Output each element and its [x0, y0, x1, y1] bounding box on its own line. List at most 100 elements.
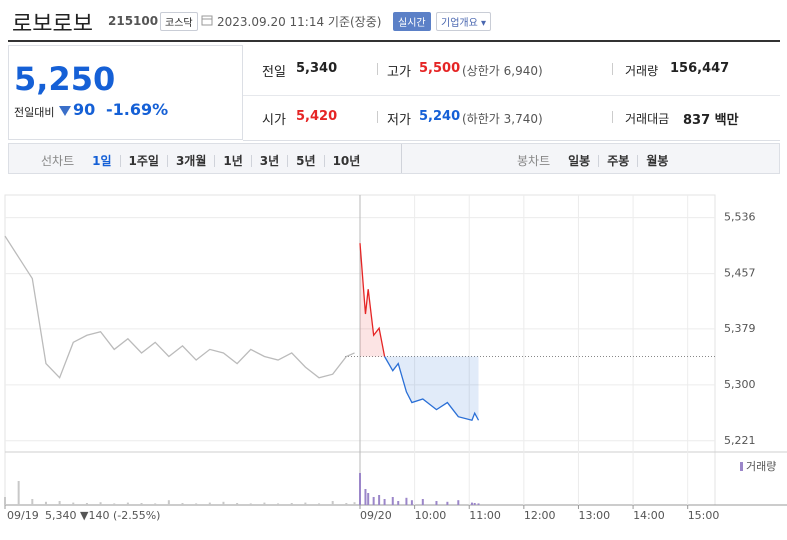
volume-bar	[72, 502, 75, 505]
volume-bar	[345, 503, 348, 505]
volume-bar	[154, 503, 157, 505]
divider	[612, 63, 613, 75]
candle-tabs: 봉차트 일봉 주봉 월봉	[517, 152, 676, 169]
y-tick-label: 5,457	[724, 267, 756, 280]
volume-bar	[44, 501, 47, 505]
change-percent: -1.69%	[106, 100, 169, 119]
field-label: 저가	[387, 113, 411, 128]
divider	[612, 111, 613, 123]
volume-bar	[421, 499, 424, 505]
y-tick-label: 5,379	[724, 322, 756, 335]
volume-bar	[167, 500, 170, 505]
tab[interactable]: 1년	[214, 155, 250, 167]
tab[interactable]: 1주일	[119, 155, 167, 167]
tab[interactable]: 월봉	[637, 155, 676, 167]
volume-bar	[391, 497, 394, 505]
x-tick-label: 09/19	[7, 509, 39, 522]
x-tick-label: 09/20	[360, 509, 392, 522]
tab[interactable]: 일봉	[568, 154, 591, 168]
volume-bar	[331, 501, 334, 505]
volume-bar	[195, 503, 198, 505]
volume-legend-swatch	[740, 462, 743, 471]
change-amount: 90	[73, 100, 96, 119]
field-label: 고가	[387, 65, 411, 80]
volume-bar	[473, 503, 476, 505]
field-label: 거래대금	[625, 112, 670, 126]
hover-info: 5,340 ▼140 (-2.55%)	[45, 509, 160, 522]
x-tick-label: 13:00	[578, 509, 610, 522]
tab[interactable]: 3개월	[166, 155, 214, 167]
volume-bar	[359, 473, 361, 505]
volume-bar	[31, 499, 34, 505]
change-label: 전일대비	[14, 106, 55, 119]
field-value: 156,447	[670, 61, 730, 76]
volume-bar	[304, 502, 307, 505]
field-label: 거래량	[625, 64, 659, 78]
volume-bar	[4, 497, 6, 505]
volume-legend: 거래량	[746, 460, 776, 473]
volume-bar	[99, 502, 102, 505]
price-line-up	[359, 243, 386, 357]
volume-bar	[113, 503, 116, 505]
volume-bar	[236, 503, 239, 505]
area-up	[360, 243, 479, 357]
market-badge: 코스닥	[160, 12, 198, 31]
field-value: 5,240	[419, 109, 461, 124]
field-value: 5,500	[419, 61, 461, 76]
x-tick-label: 12:00	[524, 509, 556, 522]
volume-bar	[85, 503, 88, 505]
company-button-label: 기업개요	[441, 18, 478, 29]
stock-code: 215100	[108, 14, 159, 28]
volume-bar	[446, 501, 449, 505]
volume-bar	[222, 501, 225, 505]
field-value: 5,340	[296, 61, 338, 76]
y-tick-label: 5,221	[724, 434, 756, 447]
volume-bar	[353, 502, 356, 505]
volume-bar	[277, 503, 280, 505]
volume-bar	[140, 503, 143, 505]
realtime-button[interactable]: 실시간	[393, 12, 431, 31]
volume-bar	[249, 503, 252, 505]
volume-bar	[290, 503, 293, 505]
company-button[interactable]: 기업개요 ▾	[436, 12, 492, 31]
tab-bar: 선차트 1일 1주일 3개월 1년 3년 5년 10년 봉차트 일봉 주봉 월봉	[8, 143, 780, 174]
field-note: (상한가 6,940)	[462, 64, 543, 78]
header-rule	[8, 40, 780, 42]
volume-bar	[181, 503, 184, 505]
divider	[377, 111, 378, 123]
tab-group-label: 선차트	[41, 154, 75, 168]
tab-group-label: 봉차트	[517, 154, 551, 168]
x-tick-label: 11:00	[469, 509, 501, 522]
volume-bar	[367, 493, 370, 505]
field-label: 시가	[262, 113, 286, 128]
tab[interactable]: 3년	[250, 155, 287, 167]
volume-bar	[383, 499, 386, 505]
volume-bar	[372, 497, 375, 505]
timestamp: 2023.09.20 11:14 기준(장중)	[217, 15, 382, 29]
down-arrow	[59, 106, 71, 116]
tab[interactable]: 5년	[287, 155, 323, 167]
x-tick-label: 15:00	[688, 509, 720, 522]
y-tick-label: 5,300	[724, 378, 756, 391]
line-tabs: 선차트 1일 1주일 3개월 1년 3년 5년 10년	[41, 152, 368, 169]
field-note: (하한가 3,740)	[462, 112, 543, 126]
tab[interactable]: 10년	[323, 155, 369, 167]
volume-bar	[410, 500, 413, 505]
y-tick-label: 5,536	[724, 211, 756, 224]
tab[interactable]: 1일	[92, 154, 112, 168]
current-price: 5,250	[14, 60, 116, 98]
volume-bar	[58, 501, 61, 505]
volume-bar	[378, 495, 381, 505]
volume-bar	[477, 503, 480, 505]
divider	[401, 144, 402, 173]
volume-bar	[397, 501, 400, 505]
calendar-icon	[201, 15, 213, 26]
volume-bar	[208, 502, 211, 505]
volume-bar	[470, 502, 473, 505]
field-value: 837 백만	[683, 113, 739, 128]
tab[interactable]: 주봉	[598, 155, 637, 167]
x-tick-label: 10:00	[415, 509, 447, 522]
row-rule	[243, 95, 780, 96]
volume-bar	[17, 481, 20, 505]
